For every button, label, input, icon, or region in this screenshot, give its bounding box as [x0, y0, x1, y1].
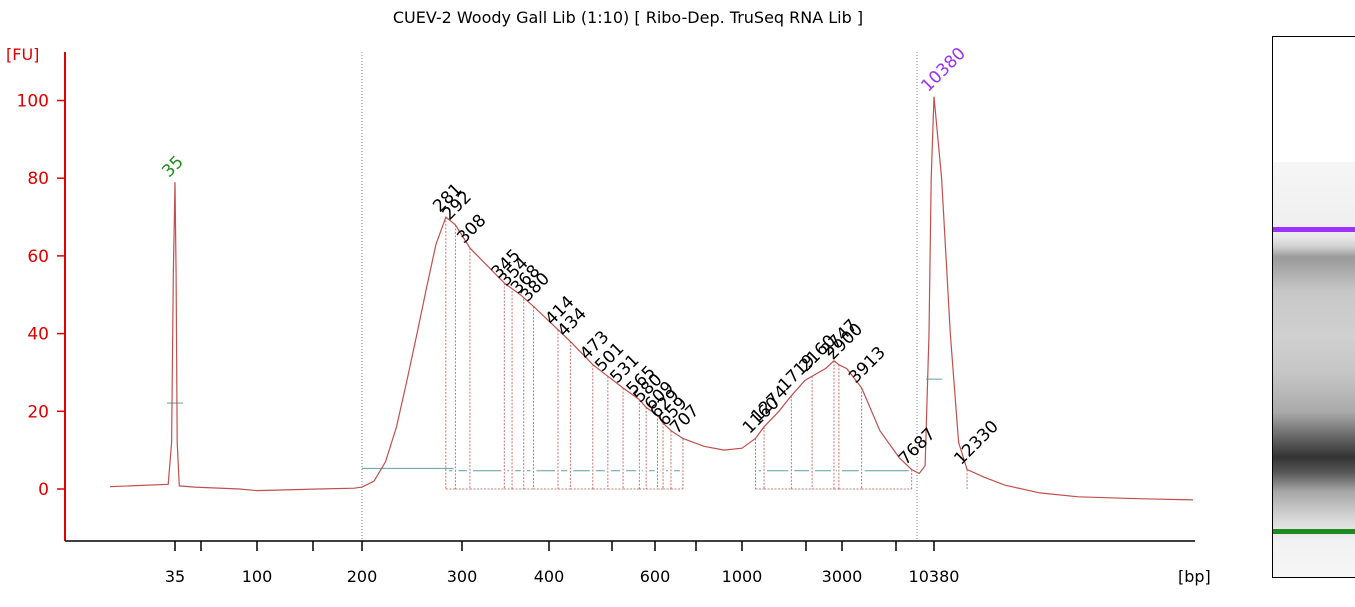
y-tick-label: 40: [27, 325, 49, 345]
marker-label: 10380: [917, 44, 969, 96]
y-tick-label: 80: [27, 169, 49, 189]
lower-marker-band: [1273, 529, 1355, 534]
reference-lines: [361, 52, 918, 541]
x-tick-label: 1000: [722, 567, 763, 586]
x-tick-label: 600: [640, 567, 671, 586]
y-tick-label: 60: [27, 247, 49, 267]
y-tick-label: 20: [27, 402, 49, 422]
axes: 0 20 40 60 80 100 35 100 200 300 400 600 1000 3000 103…: [17, 52, 1195, 586]
x-tick-label: 3000: [822, 567, 863, 586]
gel-lane: [1273, 162, 1355, 577]
y-tick-label: 100: [17, 92, 49, 112]
trace-line: [109, 96, 1194, 501]
peak-label: 7687: [895, 424, 940, 469]
peak-labels: 2812923083453543683804144344735015315655…: [158, 44, 1002, 469]
y-axis-label: [FU]: [6, 45, 39, 64]
x-tick-label: 400: [534, 567, 565, 586]
chart-title: CUEV-2 Woody Gall Lib (1:10) [ Ribo-Dep.…: [393, 8, 863, 27]
peak-label: 3913: [845, 343, 890, 388]
x-tick-label: 200: [347, 567, 378, 586]
trace: [109, 96, 1194, 501]
electropherogram-chart: CUEV-2 Woody Gall Lib (1:10) [ Ribo-Dep.…: [6, 8, 1211, 586]
x-axis-label: [bp]: [1178, 567, 1211, 586]
y-tick-label: 0: [38, 480, 49, 500]
x-tick-label: 100: [242, 567, 273, 586]
gel-background-top: [1273, 37, 1355, 162]
peak-lines: [167, 217, 968, 490]
x-tick-label: 35: [165, 567, 185, 586]
x-tick-label: 10380: [909, 567, 960, 586]
upper-marker-band: [1273, 227, 1355, 232]
x-tick-label: 300: [447, 567, 478, 586]
marker-label: 35: [158, 152, 187, 181]
gel-image: [1272, 36, 1355, 578]
